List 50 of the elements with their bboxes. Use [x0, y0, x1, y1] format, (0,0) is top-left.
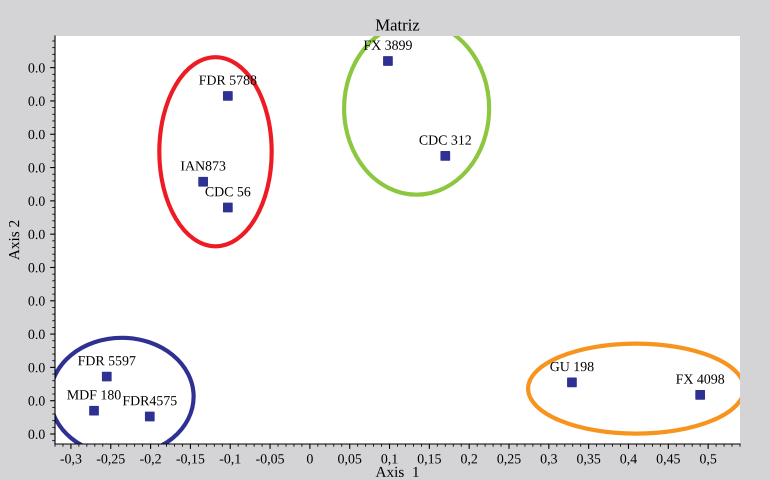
- point: [222, 202, 233, 212]
- y-tick-label: 0.0: [28, 296, 45, 306]
- annotation: FX 4098: [676, 374, 724, 384]
- point: [222, 91, 233, 101]
- annotation: FDR4575: [122, 396, 177, 406]
- y-tick-label: 0.0: [28, 230, 45, 240]
- x-tick-label: -0,1: [220, 454, 240, 466]
- y-tick-label: 0.0: [28, 130, 45, 140]
- point: [198, 176, 208, 187]
- x-tick-label: -0,2: [140, 454, 161, 466]
- annotation: CDC 312: [419, 135, 471, 145]
- y-axis-title: Axis 2: [8, 220, 20, 260]
- x-tick-label: 0,05: [338, 454, 362, 466]
- annotation: GU 198: [550, 362, 594, 372]
- x-tick-label: 0,25: [497, 454, 521, 466]
- point: [695, 390, 706, 400]
- x-tick-label: -0,25: [96, 454, 125, 466]
- y-tick-label: 0.0: [28, 63, 45, 73]
- x-tick-label: 0,15: [418, 454, 441, 466]
- point: [567, 378, 577, 388]
- point: [383, 56, 393, 66]
- y-tick-label: 0.0: [28, 96, 45, 106]
- x-axis-title: Axis 1: [376, 466, 419, 478]
- point: [89, 406, 99, 416]
- x-tick-label: 0,3: [540, 454, 557, 466]
- chart-title: Matriz: [376, 19, 420, 31]
- x-tick-label: 0,2: [461, 454, 478, 466]
- x-tick-label: -0,3: [60, 454, 82, 466]
- point: [144, 412, 155, 422]
- x-tick-label: -0,15: [176, 454, 204, 466]
- point: [102, 372, 112, 382]
- x-tick-label: 0,1: [381, 454, 398, 466]
- x-tick-label: 0,4: [620, 454, 637, 466]
- point: [440, 151, 450, 161]
- y-tick-label: 0.0: [28, 362, 45, 372]
- x-tick-label: 0: [306, 454, 313, 464]
- x-tick-label: 0,45: [656, 454, 680, 466]
- x-tick-label: -0,05: [256, 454, 284, 466]
- annotation: IAN873: [180, 161, 226, 171]
- x-tick-label: 0,5: [700, 454, 716, 466]
- y-tick-label: 0.0: [28, 196, 45, 206]
- y-tick-label: 0.0: [28, 263, 45, 272]
- y-tick-label: 0.0: [28, 396, 45, 406]
- y-tick-label: 0.0: [28, 330, 45, 340]
- y-tick-label: 0.0: [28, 163, 45, 173]
- annotation: MDF 180: [67, 390, 121, 400]
- annotation: CDC 56: [205, 187, 250, 196]
- x-tick-label: 0,35: [577, 454, 600, 466]
- annotation: FDR 5597: [78, 356, 136, 366]
- y-tick-label: 0.0: [28, 430, 45, 440]
